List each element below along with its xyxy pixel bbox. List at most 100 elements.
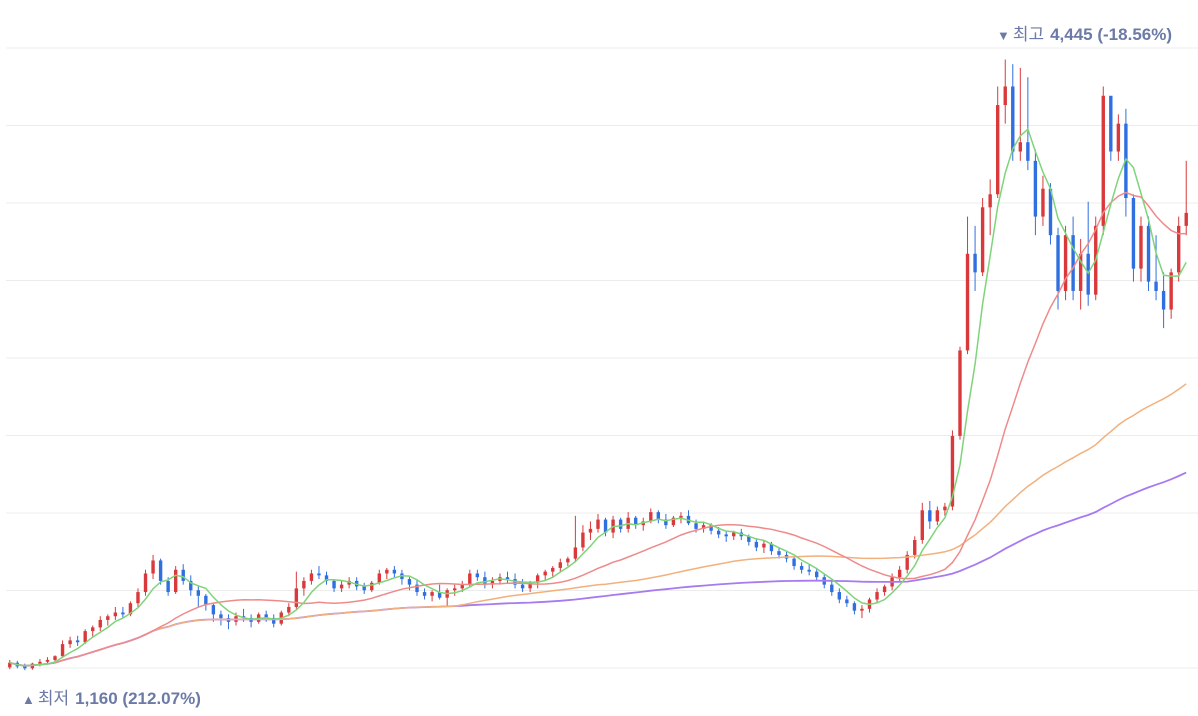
lowest-price-annotation: ▲ 최저 1,160 (212.07%) (22, 684, 201, 709)
candle-body (701, 525, 706, 529)
candle-body (830, 584, 834, 593)
candle-body (535, 575, 540, 583)
candle-body (490, 580, 495, 585)
candle-body (1048, 188, 1053, 236)
candle-body (91, 627, 95, 632)
candle-body (173, 569, 178, 593)
candle-body (158, 560, 163, 581)
candle-body (437, 592, 442, 598)
candle-body (475, 573, 480, 578)
candle-body (23, 666, 27, 669)
candle-body (1131, 198, 1136, 269)
candle-body (121, 612, 125, 615)
candle-body (196, 590, 201, 596)
candle-body (724, 534, 728, 537)
candle-body (1109, 95, 1113, 152)
candle-body (483, 577, 487, 585)
candle-body (181, 569, 185, 581)
candle-body (38, 661, 42, 664)
candle-body (860, 608, 864, 611)
candle-body (950, 435, 955, 507)
candle-body (1184, 212, 1188, 226)
candle-body (875, 592, 879, 600)
candle-body (618, 519, 623, 529)
candle-body (732, 532, 736, 537)
candle-body (1041, 188, 1045, 217)
candle-body (362, 586, 366, 591)
candle-body (664, 519, 668, 526)
candle-body (1071, 235, 1075, 291)
candle-body (943, 506, 947, 511)
candle-body (634, 517, 638, 526)
candle-body (324, 575, 329, 581)
candle-body (505, 577, 510, 580)
candle-body (407, 579, 412, 585)
candle-body (287, 606, 291, 613)
candle-body (136, 592, 140, 604)
candle-body (528, 582, 532, 589)
moving-average-lines (9, 127, 1187, 667)
candle-body (882, 586, 887, 593)
candle-body (83, 631, 87, 643)
highest-price-annotation: ▼ 최고 4,445 (-18.56%) (997, 20, 1172, 45)
candle-body (68, 640, 72, 645)
candle-body (581, 532, 585, 548)
candle-body (762, 543, 766, 548)
candle-body (272, 618, 276, 624)
candle-body (151, 560, 155, 574)
candle-body (1018, 142, 1023, 152)
candle-body (1161, 290, 1166, 310)
candle-body (189, 580, 193, 591)
candle-body (769, 543, 774, 552)
candle-body (694, 523, 698, 529)
candle-body (219, 614, 223, 619)
candle-body (75, 640, 80, 643)
candle-body (792, 558, 796, 567)
ma20-line (9, 191, 1187, 667)
candle-body (1063, 235, 1068, 291)
candle-body (53, 656, 57, 660)
candle-body (98, 619, 102, 628)
candle-body (211, 605, 216, 615)
candle-body (980, 207, 985, 273)
candle-body (988, 194, 992, 208)
candle-body (1169, 272, 1173, 310)
candle-body (1003, 86, 1007, 106)
lowest-value: 1,160 (212.07%) (75, 689, 201, 708)
candle-body (309, 573, 314, 581)
candle-body (596, 519, 600, 529)
candle-body (1033, 160, 1038, 217)
candle-body (1026, 142, 1030, 161)
candle-body (204, 595, 208, 606)
candle-body (920, 510, 924, 541)
candle-body (1154, 281, 1158, 291)
candle-body (430, 592, 434, 596)
candle-body (928, 510, 932, 522)
candle-body (332, 580, 336, 589)
candle-body (965, 253, 970, 351)
candle-body (385, 569, 389, 574)
candle-body (1176, 225, 1181, 273)
candle-body (468, 573, 472, 585)
candle-body (460, 584, 464, 589)
candle-body (520, 584, 525, 589)
candle-body (294, 588, 299, 607)
candle-body (143, 573, 148, 593)
up-triangle-icon: ▲ (22, 692, 35, 707)
candle-body (415, 584, 419, 593)
highest-label: 최고 (1012, 25, 1045, 44)
candle-body (166, 580, 170, 593)
candle-body (551, 567, 555, 572)
candle-body (897, 569, 902, 578)
candle-body (935, 510, 940, 522)
candle-body (8, 662, 12, 668)
candle-body (377, 573, 381, 583)
highest-value: 4,445 (-18.56%) (1050, 25, 1172, 44)
candle-body (370, 582, 374, 591)
candle-body (264, 614, 268, 619)
candle-body (649, 512, 653, 522)
down-triangle-icon: ▼ (996, 28, 1010, 43)
candle-body (973, 253, 977, 273)
candle-body (852, 603, 857, 611)
